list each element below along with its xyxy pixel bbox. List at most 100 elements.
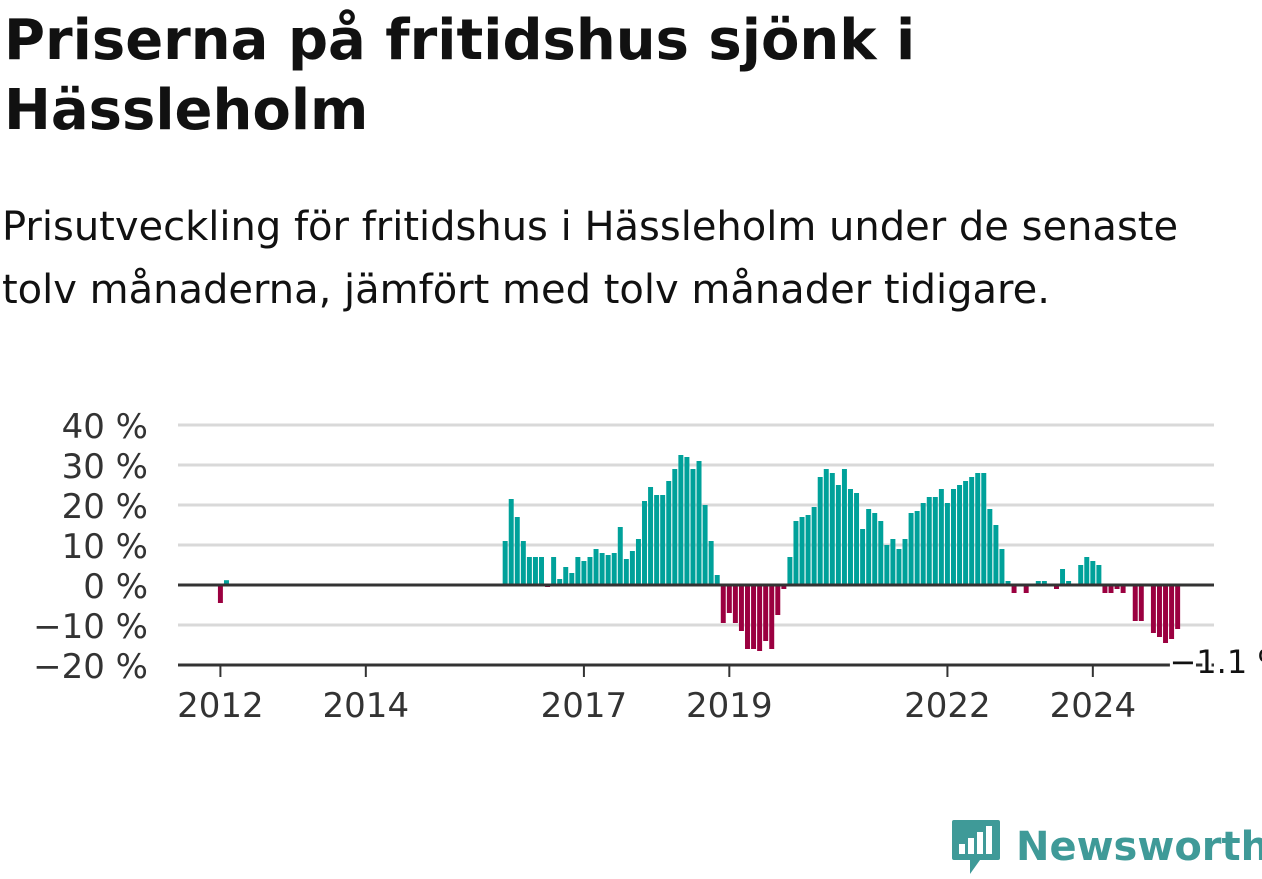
y-tick-label: −10 % [33,607,148,647]
bar [1053,585,1059,589]
grid-lines [178,423,1214,667]
y-tick-label: 40 % [62,407,148,447]
bar [854,493,860,585]
bar [654,495,660,585]
bar [908,513,914,585]
bar [890,539,896,585]
bar [520,541,526,585]
bar [1132,585,1138,621]
bar [805,515,811,585]
bar [745,585,750,649]
bar [708,541,714,585]
bar [720,585,726,623]
bar [1060,569,1066,585]
bar [702,505,708,585]
bar [817,477,823,585]
bar [751,585,757,649]
bar [502,541,508,585]
bar [926,497,932,585]
bar [872,513,878,585]
bar [938,489,944,585]
x-tick-label: 2019 [686,686,773,725]
bar [975,473,981,585]
bar [581,561,587,585]
bar [763,585,769,641]
newsworthy-logo-icon [952,820,1000,874]
bar [811,507,817,585]
bar [1169,585,1175,639]
bar [775,585,781,615]
bar [660,495,666,585]
bar [629,551,635,585]
bar [1041,581,1047,585]
x-tick-label: 2012 [177,686,264,725]
bar [769,585,775,649]
bars [217,455,1181,651]
bar [914,511,920,585]
bar [987,509,993,585]
bar [526,557,532,585]
bar [969,477,975,585]
bar [732,585,738,623]
bar-chart: 40 %30 %20 %10 %0 %−10 %−20 % 2012 2014 20… [33,407,1262,725]
bar [823,469,829,585]
bar [1138,585,1144,621]
bar [860,529,866,585]
bar [957,485,963,585]
y-tick-label: 20 % [62,487,148,527]
bar [648,487,654,585]
bar [951,489,956,585]
bar [1005,581,1011,585]
bar [932,497,938,585]
bar [1102,585,1108,593]
bar [684,457,690,585]
bar [799,517,805,585]
bar [884,545,890,585]
bar [866,509,872,585]
bar [1011,585,1017,593]
bar [623,559,629,585]
annotation-layer: −1.1 % [1166,640,1262,684]
bar [981,473,987,585]
bar [666,481,672,585]
bar [999,549,1005,585]
bar [829,473,835,585]
bar [1120,585,1126,593]
bar [678,455,684,585]
bar [1175,585,1181,629]
bar [599,553,605,585]
bar [787,557,793,585]
bar [963,481,969,585]
bar [539,557,544,585]
bar [793,521,799,585]
bar [617,527,623,585]
bar [611,553,617,585]
x-axis: 2012 2014 2017 2019 2022 2024 [177,663,1214,725]
bar [896,549,902,585]
bar [1156,585,1162,637]
bar [642,501,647,585]
bar [920,503,926,585]
bar [1084,557,1090,585]
bar [1066,581,1072,585]
bar [848,489,853,585]
annotation-label: −1.1 % [1169,643,1262,681]
bar [714,575,720,585]
y-tick-label: 30 % [62,447,148,487]
bar [587,557,593,585]
bar [1150,585,1156,633]
bar [217,585,223,603]
bar [223,580,229,585]
x-tick-label: 2014 [323,686,410,725]
x-tick-label: 2022 [904,686,991,725]
bar [944,503,950,585]
bar [1023,585,1029,593]
bar [569,573,575,585]
bar [690,469,696,585]
bar [593,549,599,585]
bar [993,525,999,585]
bar [1096,565,1102,585]
chart-subtitle: Prisutveckling för fritidshus i Hässleho… [2,204,1179,313]
bar [1163,585,1169,643]
bar [508,499,514,585]
